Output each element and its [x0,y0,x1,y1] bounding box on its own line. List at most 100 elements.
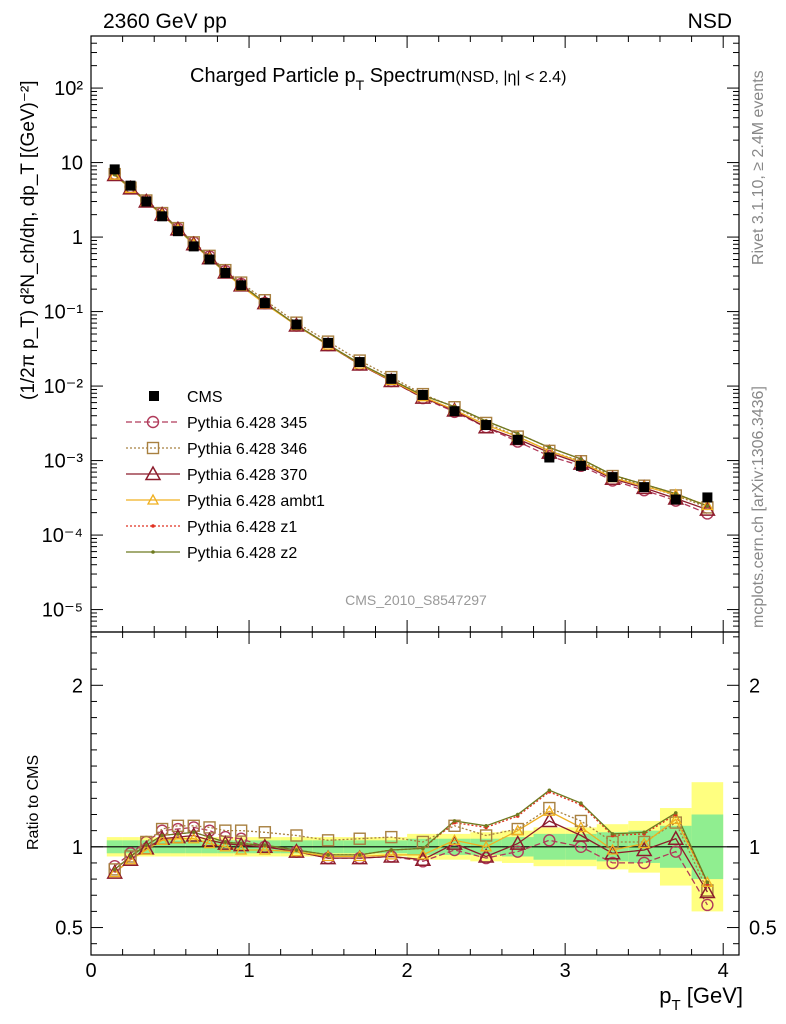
main-ytick-label: 10⁻¹ [44,302,84,324]
ratio-series-point [357,853,362,857]
ratio-series-point [207,835,212,839]
ratio-series-point [574,814,588,828]
ratio-series-point [156,833,169,845]
ratio-series-point [106,864,123,879]
ratio-series-point [217,835,234,850]
cms-data-point [141,196,152,207]
title-main2: Spectrum [364,65,455,87]
ratio-series-point [705,880,710,885]
ratio-series-point [511,824,524,836]
ratio-series-point [701,898,714,912]
ratio-series-point [219,840,232,852]
ratio-series-point [642,830,646,835]
ratio-series-markers [106,788,716,912]
ratio-series-point [108,863,121,876]
ratio-series-point [572,826,590,842]
ratio-series-point [635,841,653,857]
ratio-series-point [187,832,200,844]
cms-data-point [481,420,492,431]
ratio-series-point [669,816,682,829]
ratio-series-point [543,834,556,847]
ratio-xtick-label: 1 [243,960,254,982]
legend-marker [144,465,162,481]
ratio-ylabel: Ratio to CMS [25,755,42,850]
cms-data-point [639,482,650,493]
ratio-ytick-label-right: 2 [749,675,760,697]
side-label-top: Rivet 3.1.10, ≥ 2.4M events [750,70,767,265]
main-ytick-label: 1 [72,227,83,249]
ratio-series-point [219,824,232,837]
legend-marker [151,524,155,528]
ratio-frame [90,631,740,956]
main-panel: 10⁻⁵ 10⁻⁴ 10⁻³ 10⁻² 10⁻¹ 1 10 10² Charged Parti… [18,35,740,633]
main-ytick-label: 10² [54,78,83,100]
cms-data-point [109,164,120,175]
cms-data-point [172,226,183,237]
main-series-point [579,457,583,461]
svg-text:Charged Particle pT Spectrum(N: Charged Particle pT Spectrum(NSD, |η| < … [190,65,566,93]
ratio-series-point [191,830,196,835]
legend-marker [146,493,160,505]
cms-data-point [157,211,168,222]
ratio-ytick-label-left: 0.5 [55,918,83,940]
ratio-series-point [232,836,250,852]
ratio-series-point [185,826,203,842]
cms-data-point [386,373,397,384]
cms-data-point [512,434,523,445]
ratio-series-point [606,843,619,855]
xlabel-main: p [659,983,671,1008]
ratio-series-point [480,840,493,852]
ratio-series-point [263,843,267,847]
main-series-point [515,431,520,436]
ratio-xlabel: pT [GeV] [659,983,743,1014]
main-series-point [701,499,714,511]
ratio-series-point [452,819,457,823]
legend-marker [151,550,155,554]
ratio-series-point [638,837,651,849]
ratio-series-point [144,843,149,847]
legend-marker-cms [149,391,159,401]
ratio-series-point [541,812,558,828]
legend-marker [146,441,160,455]
main-series-point [705,504,710,508]
legend: CMS Pythia 6.428 345 Pythia 6.428 346 Pythi… [126,389,325,562]
cms-data-point [220,267,231,278]
ratio-ytick-label-left: 2 [72,675,83,697]
side-label-bottom: mcplots.cern.ch [arXiv:1306.3436] [750,386,767,628]
ratio-series-point [176,832,180,836]
main-series-point [547,445,552,450]
ratio-series-point [112,867,117,872]
ratio-xtick-label: 0 [85,960,96,982]
main-series-lines [114,173,708,515]
cms-data-point [259,298,270,309]
ratio-series-point [258,843,271,855]
cms-data-point [354,357,365,368]
ratio-ytick-label-left: 1 [72,837,83,859]
legend-label: Pythia 6.428 ambt1 [187,493,325,510]
title-extra: (NSD, |η| < 2.4) [455,69,566,86]
ratio-series-point [256,838,274,854]
ratio-series-point [294,848,299,852]
ratio-series-point [140,843,153,855]
ratio-xtick-label: 2 [402,960,413,982]
legend-label: Pythia 6.428 346 [187,441,307,458]
title-main: Charged Particle p [190,65,356,87]
cms-data-point [607,472,618,483]
ratio-xtick-label: 4 [718,960,729,982]
cms-data-point [204,254,215,265]
ratio-series-point [326,853,330,857]
cms-data-point [125,180,136,191]
xlabel-unit: [GeV] [681,983,743,1008]
ratio-series-point [122,851,139,866]
ratio-series-point [235,843,248,855]
ratio-series-point [699,883,716,899]
ratio-panel: 0.5 0.5 1 1 2 2 0 1 2 3 4 Ratio to CMS pT [GeV] [25,631,777,1014]
ratio-series-point [509,835,527,850]
analysis-watermark: CMS_2010_S8547297 [345,592,487,608]
ratio-series-point [290,845,303,857]
xlabel-sub: T [671,997,680,1014]
cms-data-point [236,280,247,291]
title-sub: T [356,77,365,93]
ratio-series-point [701,875,714,887]
